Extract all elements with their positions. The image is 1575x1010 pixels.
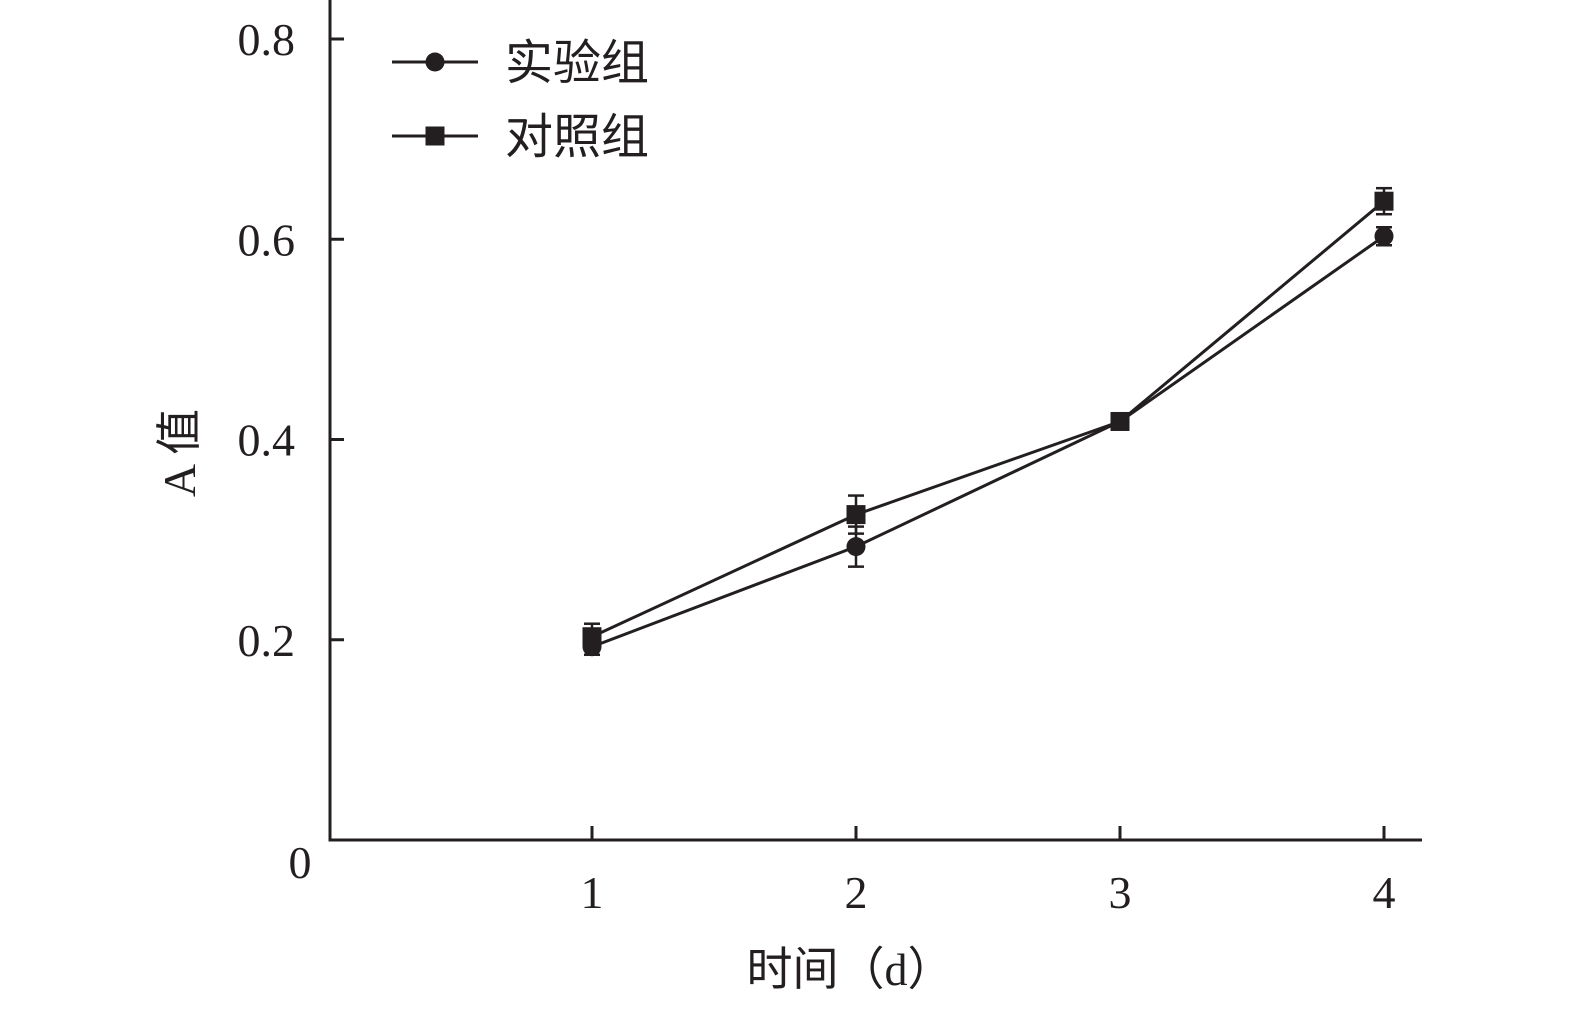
x-tick-label: 1 (581, 867, 604, 918)
y-axis-ticks: 0 0.2 0.4 0.6 0.8 (238, 14, 344, 888)
series-line (591, 235, 1385, 649)
data-point (1374, 191, 1394, 211)
x-axis-title: 时间（d） (747, 944, 954, 995)
y-tick-label: 0 (289, 837, 312, 888)
x-tick-label: 4 (1373, 867, 1396, 918)
axes (328, 0, 1422, 842)
y-axis-title: A 值 (154, 409, 205, 497)
legend-label: 对照组 (505, 111, 649, 164)
legend-marker-square (425, 126, 445, 146)
y-tick-label: 0.2 (238, 615, 296, 666)
legend-item: 对照组 (392, 111, 649, 164)
y-tick-label: 0.6 (238, 214, 296, 265)
series-control (582, 186, 1394, 652)
series-layer (582, 186, 1394, 657)
data-point (582, 627, 602, 647)
data-point (846, 537, 866, 557)
legend-label: 实验组 (505, 37, 649, 90)
data-point (1110, 411, 1130, 431)
data-point (1374, 226, 1394, 246)
legend-marker-circle (425, 52, 445, 72)
series-experimental (582, 225, 1394, 657)
x-tick-label: 3 (1109, 867, 1132, 918)
series-line (591, 200, 1385, 639)
y-tick-label: 0.4 (238, 415, 296, 466)
data-point (846, 505, 866, 525)
x-axis-ticks: 1 2 3 4 (581, 826, 1396, 918)
legend-item: 实验组 (392, 37, 649, 90)
x-tick-label: 2 (845, 867, 868, 918)
y-tick-label: 0.8 (238, 14, 296, 65)
